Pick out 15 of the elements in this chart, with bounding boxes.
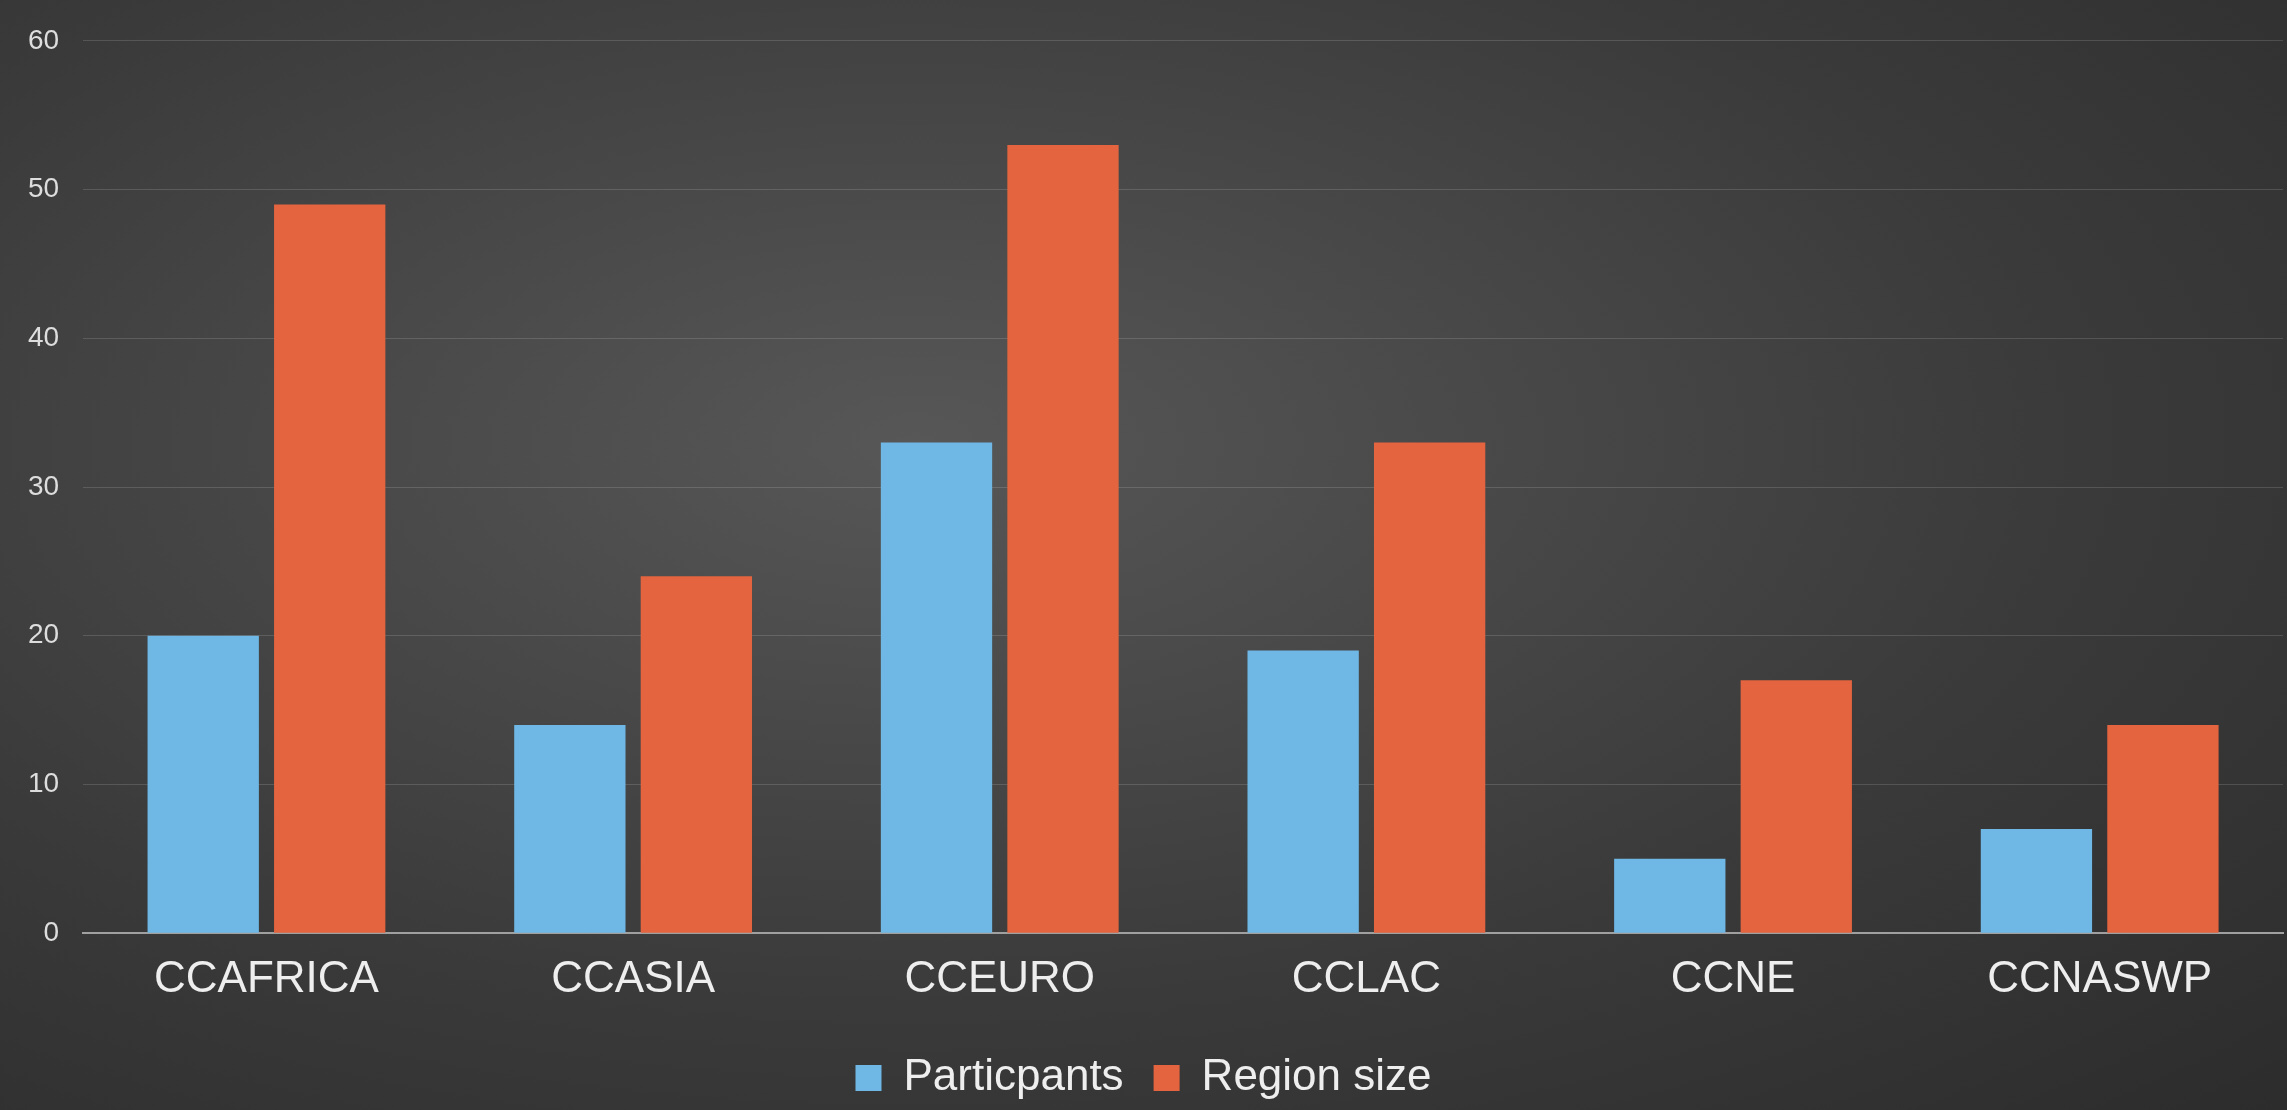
y-tick-label: 40 xyxy=(27,320,60,352)
y-tick-label: 0 xyxy=(43,915,60,947)
x-tick-label: CCLAC xyxy=(1291,951,1441,1001)
x-tick-label: CCASIA xyxy=(551,951,716,1001)
legend-label: Region size xyxy=(1201,1050,1432,1100)
x-tick-label: CCEURO xyxy=(904,951,1096,1001)
x-tick-label: CCNE xyxy=(1670,951,1796,1001)
x-tick-label: CCAFRICA xyxy=(154,951,380,1001)
x-tick-label: CCNASWP xyxy=(1987,951,2213,1001)
y-tick-label: 10 xyxy=(27,767,60,799)
legend-label: Particpants xyxy=(903,1050,1124,1100)
y-tick-label: 20 xyxy=(27,618,60,650)
y-tick-label: 30 xyxy=(27,469,60,501)
y-tick-label: 60 xyxy=(27,23,60,55)
y-tick-label: 50 xyxy=(27,172,60,204)
